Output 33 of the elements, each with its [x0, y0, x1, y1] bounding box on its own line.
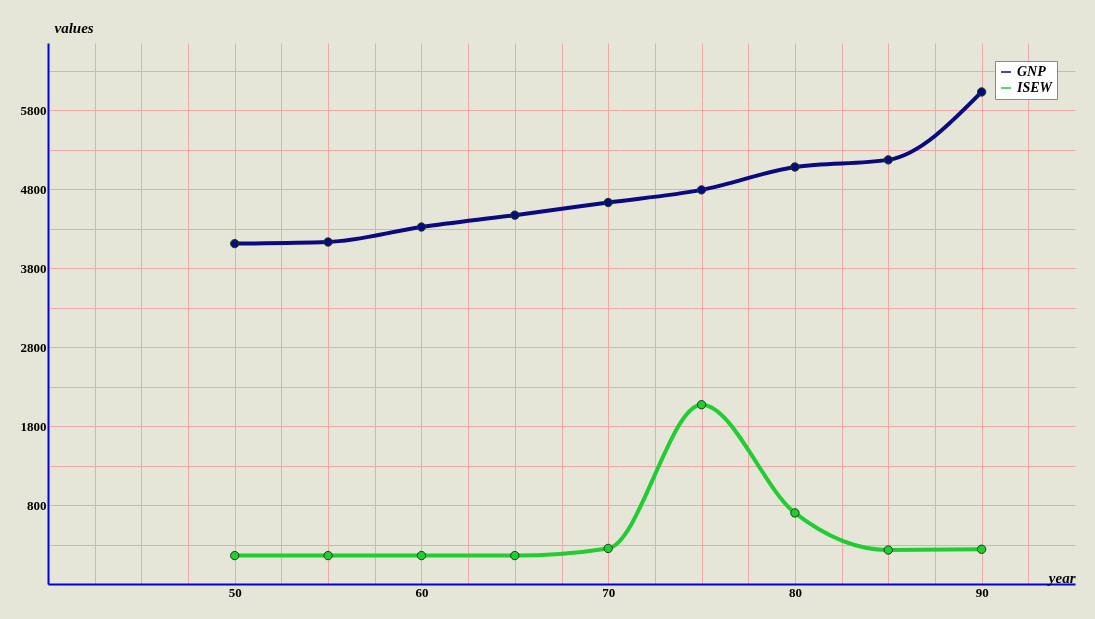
point — [883, 155, 893, 165]
x-tick-label: 60 — [415, 584, 429, 600]
point — [416, 222, 427, 232]
point — [510, 550, 520, 561]
y-tick-label: 2800 — [20, 339, 47, 355]
point — [696, 185, 707, 195]
y-tick-label: 5800 — [20, 102, 47, 118]
point — [790, 508, 800, 518]
point — [416, 550, 427, 561]
legend-label: GNP — [1017, 64, 1047, 79]
point — [230, 550, 240, 561]
x-axis-title: year — [1046, 569, 1076, 586]
point — [323, 550, 333, 561]
y-axis-title: values — [54, 19, 94, 36]
x-tick-label: 90 — [975, 584, 989, 600]
y-tick-label: 800 — [27, 497, 47, 513]
x-tick-label: 80 — [788, 584, 802, 600]
legend-label: ISEW — [1016, 80, 1054, 95]
x-tick-label: 50 — [228, 584, 242, 600]
y-tick-label: 1800 — [20, 418, 47, 434]
y-tick-label: 3800 — [20, 260, 47, 276]
point — [603, 543, 613, 554]
point — [883, 545, 893, 555]
point — [976, 87, 987, 97]
point — [790, 162, 800, 172]
point — [603, 197, 613, 208]
point — [230, 238, 240, 249]
x-tick-label: 70 — [602, 584, 616, 600]
y-tick-label: 4800 — [20, 181, 47, 197]
point — [696, 400, 707, 410]
point — [510, 210, 520, 220]
point — [323, 237, 333, 247]
point — [976, 544, 987, 554]
